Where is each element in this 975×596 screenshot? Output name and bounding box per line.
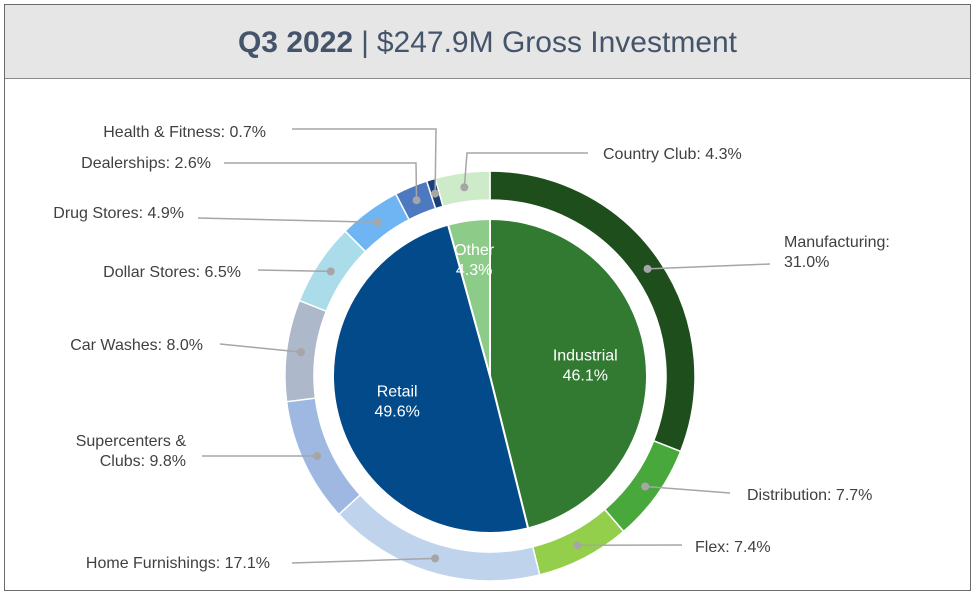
- leader-dot-drug-stores: [373, 218, 382, 227]
- leader-manufacturing: [647, 263, 771, 270]
- outer-labels: Manufacturing: 31.0% Distribution: 7.7% Fle…: [53, 124, 890, 572]
- inner-label-industrial: Industrial: [553, 347, 618, 364]
- inner-labels: Industrial 46.1% Retail 49.6% Other 4.3%: [374, 242, 617, 420]
- label-supercenters-clubs-line-2: Clubs: 9.8%: [100, 453, 186, 470]
- leader-dot-manufacturing: [643, 264, 652, 273]
- inner-value-other: 4.3%: [456, 262, 492, 279]
- leader-lines: [197, 128, 771, 564]
- header-period: Q3 2022: [237, 26, 354, 59]
- leader-home-furnishings: [291, 557, 436, 564]
- leader-dot-distribution: [641, 482, 650, 491]
- leader-health-fitness: [292, 128, 437, 194]
- slice-other: [446, 217, 491, 377]
- label-drug-stores: Drug Stores: 4.9%: [53, 205, 184, 222]
- label-flex: Flex: 7.4%: [695, 539, 771, 556]
- inner-label-other: Other: [454, 242, 495, 259]
- label-distribution: Distribution: 7.7%: [747, 487, 872, 504]
- label-dealerships: Dealerships: 2.6%: [81, 155, 211, 172]
- leader-dot-country-club: [460, 183, 469, 192]
- leader-drug-stores: [197, 217, 378, 223]
- chart-header: Q3 2022 | $247.9M Gross Investment: [5, 5, 970, 79]
- header-separator: |: [361, 26, 369, 59]
- inner-value-retail: 49.6%: [374, 403, 419, 420]
- slice-industrial: [489, 217, 648, 530]
- leader-dollar-stores: [257, 269, 331, 273]
- header-subtitle: $247.9M Gross Investment: [376, 26, 738, 59]
- slice-retail: [332, 223, 530, 534]
- inner-value-industrial: 46.1%: [563, 367, 608, 384]
- leader-dot-home-furnishings: [431, 554, 440, 563]
- leader-distribution: [645, 485, 731, 494]
- label-dollar-stores: Dollar Stores: 6.5%: [103, 264, 241, 281]
- leader-dot-dollar-stores: [326, 267, 335, 276]
- leader-dot-dealerships: [412, 196, 421, 205]
- label-health-fitness: Health & Fitness: 0.7%: [103, 124, 266, 141]
- label-supercenters-clubs-line-1: Supercenters &: [76, 433, 187, 450]
- leader-dot-car-washes: [297, 348, 306, 357]
- label-manufacturing-line-2: 31.0%: [784, 254, 829, 271]
- label-country-club: Country Club: 4.3%: [603, 146, 742, 163]
- leader-dot-supercenters-clubs: [313, 452, 322, 461]
- leader-car-washes: [219, 343, 302, 353]
- leader-country-club: [463, 152, 588, 188]
- leader-dot-flex: [573, 541, 582, 550]
- label-home-furnishings: Home Furnishings: 17.1%: [86, 555, 270, 572]
- inner-label-retail: Retail: [377, 383, 418, 400]
- label-manufacturing-line-1: Manufacturing:: [784, 234, 890, 251]
- leader-dealerships: [224, 162, 418, 201]
- label-car-washes: Car Washes: 8.0%: [70, 337, 203, 354]
- inner-pie: [332, 217, 648, 534]
- leader-dot-health-fitness: [431, 189, 440, 198]
